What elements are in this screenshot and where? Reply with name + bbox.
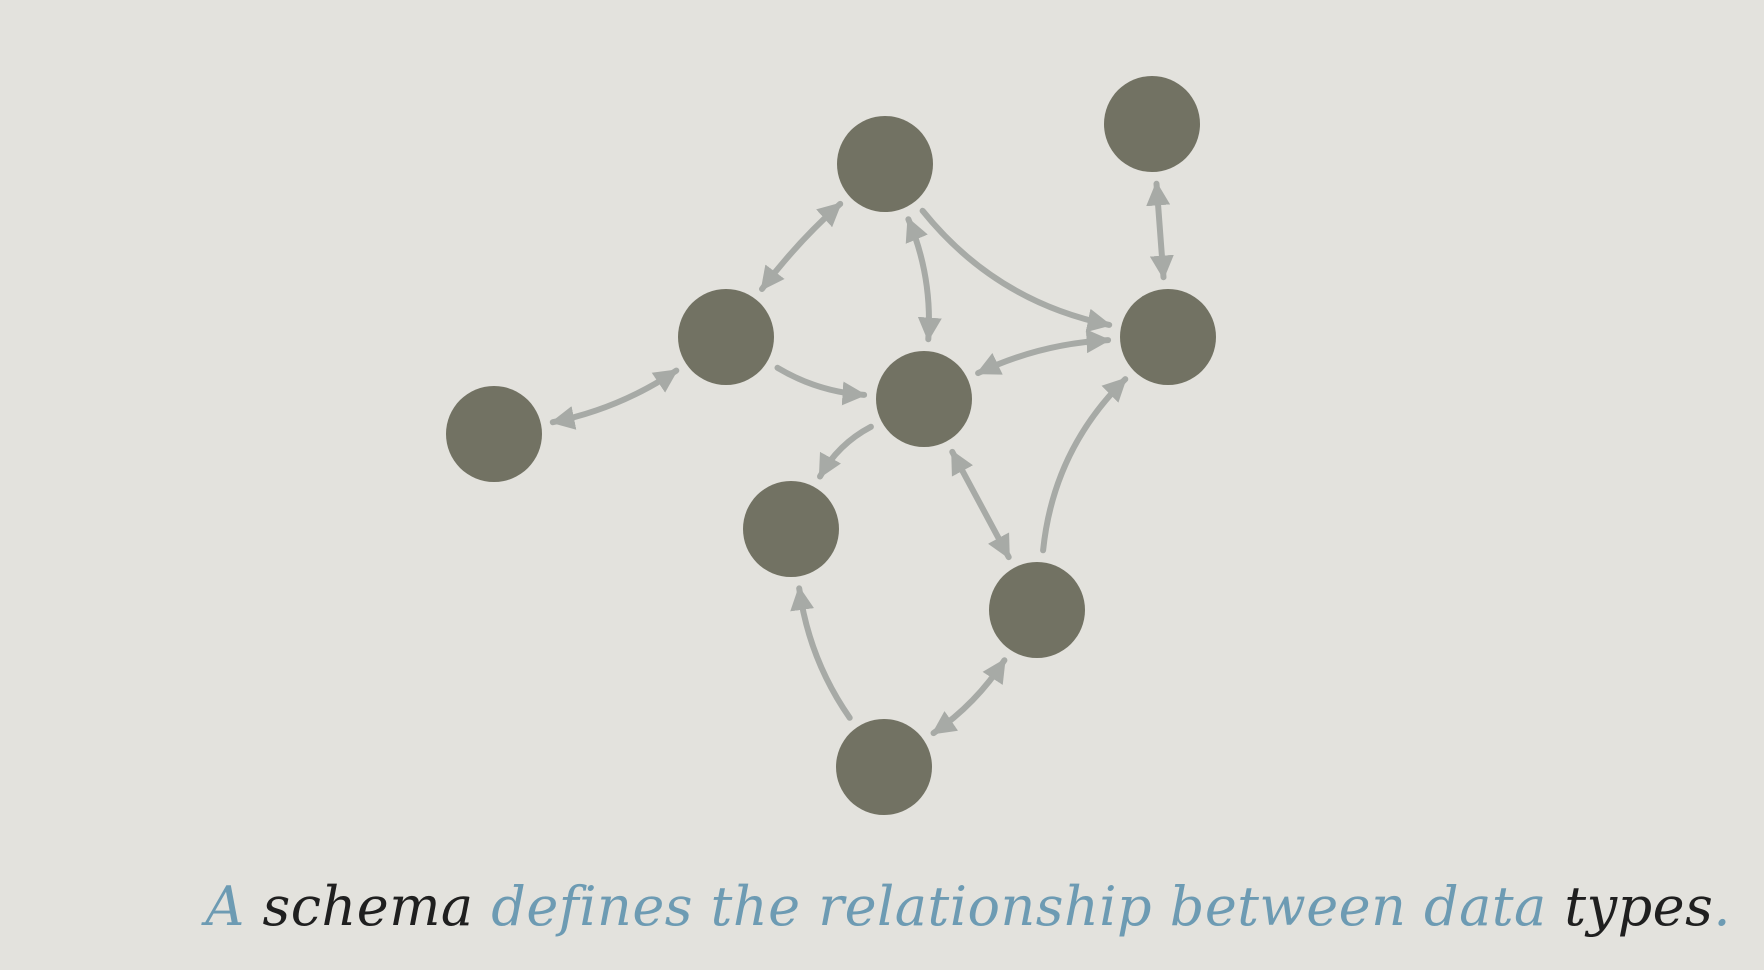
- node-lowLeft: [743, 481, 839, 577]
- node-lowRight: [989, 562, 1085, 658]
- caption-phrase-defines: defines the relationship between data: [491, 875, 1565, 938]
- caption-period: .: [1713, 875, 1731, 938]
- node-center: [876, 351, 972, 447]
- edge-bottom-lowLeft: [790, 585, 853, 721]
- edge-midLeft-center: [774, 364, 868, 406]
- node-bottom: [836, 719, 932, 815]
- caption-word-schema: schema: [244, 875, 492, 938]
- node-top: [837, 116, 933, 212]
- caption-word-types: types: [1564, 875, 1714, 938]
- node-topRight: [1104, 76, 1200, 172]
- edge-topRight-right: [1146, 180, 1174, 281]
- edge-center-lowRight: [949, 448, 1012, 561]
- caption-text: A schema defines the relationship betwee…: [0, 880, 1731, 934]
- graph-edges: [549, 180, 1174, 737]
- edge-lowRight-right: [1040, 376, 1129, 554]
- edge-top-center: [905, 216, 942, 343]
- edge-top-right: [919, 207, 1113, 333]
- graph-nodes: [446, 76, 1216, 815]
- node-midLeft: [678, 289, 774, 385]
- edge-farLeft-midLeft: [549, 367, 680, 430]
- edge-top-midLeft: [759, 200, 844, 292]
- edge-right-center: [975, 329, 1112, 377]
- edge-center-lowLeft: [817, 423, 874, 480]
- caption-word-a: A: [205, 875, 245, 938]
- node-farLeft: [446, 386, 542, 482]
- edge-bottom-lowRight: [930, 657, 1008, 737]
- node-right: [1120, 289, 1216, 385]
